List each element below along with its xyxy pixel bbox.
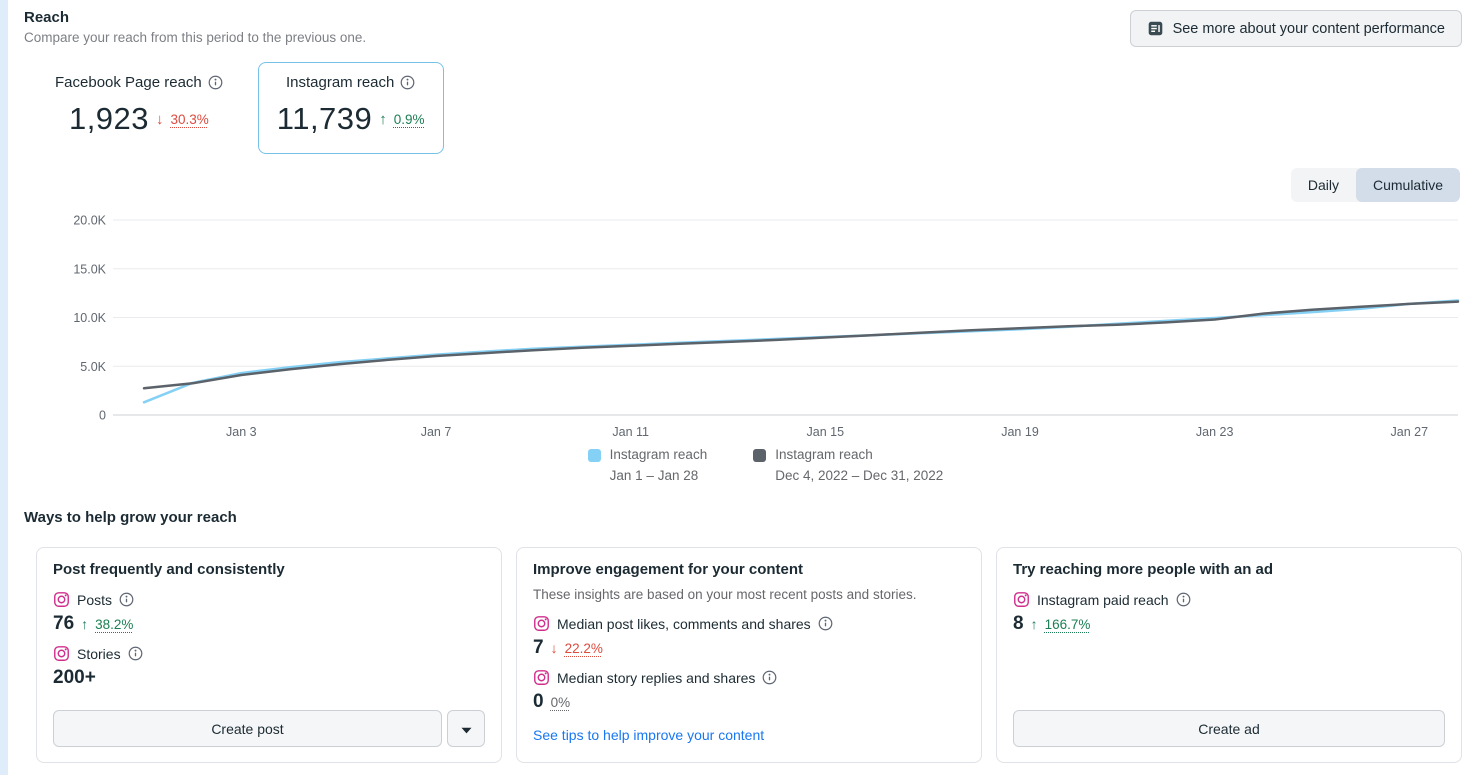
svg-text:Jan 11: Jan 11 <box>612 425 649 439</box>
median-story-engagement-value: 0 <box>533 691 544 712</box>
see-more-label: See more about your content performance <box>1172 20 1445 37</box>
instagram-paid-reach-label: Instagram paid reach <box>1037 591 1169 608</box>
reach-line-chart[interactable]: 0 5.0K 10.0K 15.0K 20.0K Jan 3 Jan 7 Jan 11 Jan … <box>68 208 1463 450</box>
create-post-button[interactable]: Create post <box>53 710 442 747</box>
legend-current-name: Instagram reach <box>609 447 708 462</box>
grow-card-reach-with-ad: Try reaching more people with an ad Inst… <box>996 547 1462 763</box>
facebook-page-reach-card[interactable]: Facebook Page reach 1,923 ↓ 30.3% <box>36 62 242 154</box>
info-icon[interactable] <box>762 670 777 685</box>
facebook-reach-value: 1,923 <box>68 101 150 136</box>
instagram-icon <box>533 669 550 686</box>
reach-insights-panel: Reach Compare your reach from this perio… <box>8 0 1478 775</box>
legend-previous-name: Instagram reach <box>775 447 873 462</box>
svg-text:0: 0 <box>99 409 106 423</box>
legend-current-period: Instagram reach Jan 1 – Jan 28 <box>587 447 708 483</box>
legend-previous-period: Instagram reach Dec 4, 2022 – Dec 31, 20… <box>753 447 943 483</box>
create-ad-button[interactable]: Create ad <box>1013 710 1445 747</box>
toggle-cumulative[interactable]: Cumulative <box>1355 168 1460 202</box>
grow-cards-row: Post frequently and consistently Posts 7… <box>36 547 1462 763</box>
instagram-reach-value: 11,739 <box>276 101 373 136</box>
svg-text:10.0K: 10.0K <box>73 311 106 325</box>
facebook-reach-label: Facebook Page reach <box>55 74 202 91</box>
page-left-strip <box>0 0 8 775</box>
posts-value: 76 <box>53 613 75 634</box>
chart-legend: Instagram reach Jan 1 – Jan 28 Instagram… <box>68 447 1463 483</box>
instagram-paid-reach-value: 8 <box>1013 613 1024 634</box>
trend-down-arrow-icon: ↓ <box>550 640 558 656</box>
create-post-dropdown-button[interactable] <box>447 710 485 747</box>
grow-card-improve-engagement: Improve engagement for your content Thes… <box>516 547 982 763</box>
svg-text:Jan 7: Jan 7 <box>421 425 452 439</box>
trend-up-arrow-icon: ↑ <box>379 110 387 128</box>
chevron-down-icon <box>461 721 472 737</box>
info-icon[interactable] <box>119 592 134 607</box>
median-post-engagement-value: 7 <box>533 637 544 658</box>
svg-text:Jan 23: Jan 23 <box>1196 425 1234 439</box>
instagram-icon <box>53 591 70 608</box>
grow-card-post-frequently: Post frequently and consistently Posts 7… <box>36 547 502 763</box>
page-subtitle: Compare your reach from this period to t… <box>24 30 367 45</box>
toggle-daily[interactable]: Daily <box>1291 168 1356 202</box>
svg-text:Jan 3: Jan 3 <box>226 425 257 439</box>
page-title: Reach <box>24 9 70 26</box>
legend-current-period-label: Jan 1 – Jan 28 <box>609 468 699 483</box>
svg-text:15.0K: 15.0K <box>73 262 106 276</box>
posts-label: Posts <box>77 591 113 608</box>
trend-up-arrow-icon: ↑ <box>1030 616 1038 632</box>
svg-text:Jan 19: Jan 19 <box>1001 425 1039 439</box>
svg-text:5.0K: 5.0K <box>80 360 106 374</box>
grow-card-title: Post frequently and consistently <box>53 561 285 578</box>
previous-series-swatch-icon <box>753 449 767 462</box>
info-icon[interactable] <box>128 646 143 661</box>
median-post-engagement-label: Median post likes, comments and shares <box>557 615 811 632</box>
posts-delta: 38.2% <box>95 616 134 632</box>
see-tips-link[interactable]: See tips to help improve your content <box>533 727 765 743</box>
trend-down-arrow-icon: ↓ <box>156 110 164 128</box>
svg-text:20.0K: 20.0K <box>73 214 106 228</box>
trend-up-arrow-icon: ↑ <box>81 616 89 632</box>
instagram-icon <box>53 645 70 662</box>
grow-section-title: Ways to help grow your reach <box>24 509 237 526</box>
instagram-reach-label: Instagram reach <box>285 74 395 91</box>
median-story-engagement-delta: 0% <box>550 694 571 710</box>
info-icon[interactable] <box>400 75 415 90</box>
instagram-paid-reach-delta: 166.7% <box>1044 616 1091 632</box>
current-series-swatch-icon <box>587 449 601 462</box>
chart-granularity-toggle: Daily Cumulative <box>1290 168 1460 202</box>
grow-card-title: Improve engagement for your content <box>533 561 804 578</box>
instagram-reach-card[interactable]: Instagram reach 11,739 ↑ 0.9% <box>257 62 444 154</box>
content-performance-icon <box>1147 20 1164 37</box>
median-story-engagement-label: Median story replies and shares <box>557 669 756 686</box>
grow-card-description: These insights are based on your most re… <box>533 587 917 602</box>
stories-value: 200+ <box>53 667 96 688</box>
reach-metric-cards: Facebook Page reach 1,923 ↓ 30.3% Instag… <box>36 62 444 154</box>
instagram-reach-delta: 0.9% <box>393 111 425 127</box>
info-icon[interactable] <box>818 616 833 631</box>
see-more-content-performance-button[interactable]: See more about your content performance <box>1129 10 1462 47</box>
legend-previous-period-label: Dec 4, 2022 – Dec 31, 2022 <box>775 468 944 483</box>
svg-text:Jan 15: Jan 15 <box>807 425 845 439</box>
instagram-icon <box>1013 591 1030 608</box>
instagram-icon <box>533 615 550 632</box>
median-post-engagement-delta: 22.2% <box>564 640 603 656</box>
svg-text:Jan 27: Jan 27 <box>1391 425 1429 439</box>
info-icon[interactable] <box>1176 592 1191 607</box>
facebook-reach-delta: 30.3% <box>170 111 209 127</box>
grow-card-title: Try reaching more people with an ad <box>1013 561 1274 578</box>
info-icon[interactable] <box>208 75 223 90</box>
stories-label: Stories <box>77 645 121 662</box>
